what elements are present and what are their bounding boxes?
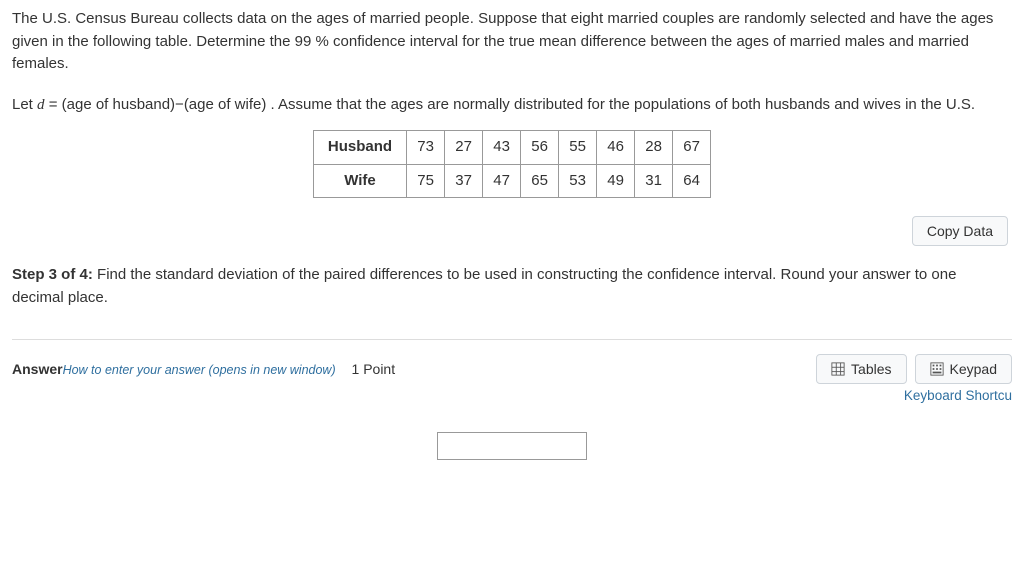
let-d-prefix: Let bbox=[12, 96, 37, 113]
table-cell: 27 bbox=[445, 131, 483, 165]
definition-d: Let d = (age of husband)−(age of wife) .… bbox=[12, 94, 1012, 117]
variable-d: d bbox=[37, 97, 45, 113]
table-row: Husband 73 27 43 56 55 46 28 67 bbox=[313, 131, 710, 165]
keyboard-shortcuts-link[interactable]: Keyboard Shortcu bbox=[904, 388, 1012, 403]
row-label-husband: Husband bbox=[313, 131, 406, 165]
problem-statement: The U.S. Census Bureau collects data on … bbox=[12, 8, 1012, 76]
step-label: Step 3 of 4: bbox=[12, 266, 93, 283]
answer-input[interactable] bbox=[437, 432, 587, 460]
step-body: Find the standard deviation of the paire… bbox=[12, 266, 956, 306]
copy-data-label: Copy Data bbox=[927, 223, 993, 239]
tables-button[interactable]: Tables bbox=[816, 354, 906, 384]
table-cell: 47 bbox=[483, 164, 521, 198]
table-cell: 53 bbox=[559, 164, 597, 198]
step-instruction: Step 3 of 4: Find the standard deviation… bbox=[12, 264, 1012, 309]
keypad-label: Keypad bbox=[950, 361, 997, 377]
table-cell: 75 bbox=[407, 164, 445, 198]
table-cell: 31 bbox=[635, 164, 673, 198]
table-cell: 46 bbox=[597, 131, 635, 165]
table-cell: 67 bbox=[673, 131, 711, 165]
table-cell: 64 bbox=[673, 164, 711, 198]
let-d-rest: (age of husband)−(age of wife) . Assume … bbox=[62, 96, 975, 113]
keypad-button[interactable]: Keypad bbox=[915, 354, 1012, 384]
answer-label: Answer bbox=[12, 361, 63, 377]
table-icon bbox=[831, 362, 845, 376]
table-cell: 37 bbox=[445, 164, 483, 198]
table-cell: 56 bbox=[521, 131, 559, 165]
table-cell: 65 bbox=[521, 164, 559, 198]
row-label-wife: Wife bbox=[313, 164, 406, 198]
copy-data-button[interactable]: Copy Data bbox=[912, 216, 1008, 246]
table-cell: 43 bbox=[483, 131, 521, 165]
table-cell: 73 bbox=[407, 131, 445, 165]
let-d-equals: = bbox=[45, 96, 62, 113]
section-divider bbox=[12, 339, 1012, 340]
keypad-icon bbox=[930, 362, 944, 376]
table-cell: 55 bbox=[559, 131, 597, 165]
table-cell: 28 bbox=[635, 131, 673, 165]
tables-label: Tables bbox=[851, 361, 891, 377]
how-to-enter-link[interactable]: How to enter your answer (opens in new w… bbox=[63, 363, 336, 377]
points-label: 1 Point bbox=[352, 361, 396, 377]
ages-data-table: Husband 73 27 43 56 55 46 28 67 Wife 75 … bbox=[313, 130, 711, 198]
table-row: Wife 75 37 47 65 53 49 31 64 bbox=[313, 164, 710, 198]
table-cell: 49 bbox=[597, 164, 635, 198]
